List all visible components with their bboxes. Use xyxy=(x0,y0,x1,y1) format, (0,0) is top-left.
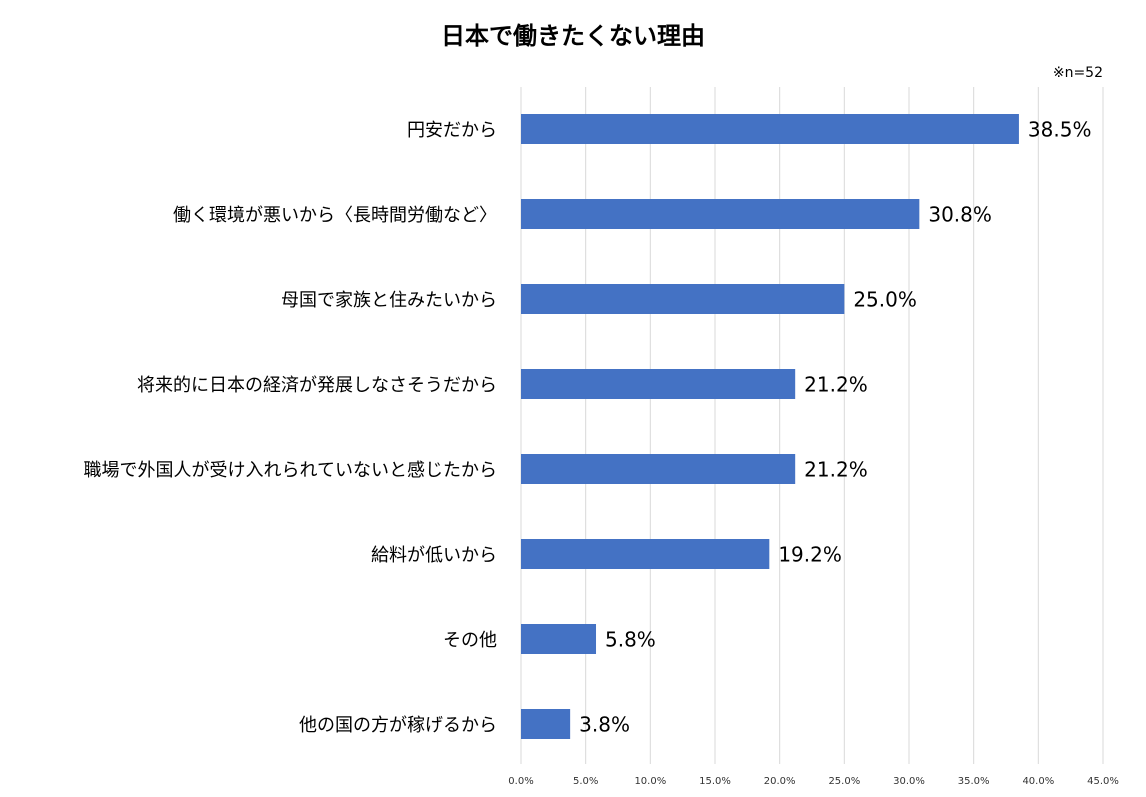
value-label: 21.2% xyxy=(804,373,868,397)
x-tick-label: 40.0% xyxy=(1022,776,1054,787)
x-tick-label: 20.0% xyxy=(764,776,796,787)
category-label: 働く環境が悪いから〈長時間労働など〉 xyxy=(173,205,497,226)
value-label: 30.8% xyxy=(928,203,992,227)
category-labels: 円安だから働く環境が悪いから〈長時間労働など〉母国で家族と住みたいから将来的に日… xyxy=(84,120,497,736)
x-tick-label: 25.0% xyxy=(828,776,860,787)
bar xyxy=(521,454,796,484)
value-label: 3.8% xyxy=(579,713,630,737)
category-label: 将来的に日本の経済が発展しなさそうだから xyxy=(137,375,497,396)
grid-lines xyxy=(520,87,1104,764)
x-tick-label: 0.0% xyxy=(508,776,533,787)
bar xyxy=(521,114,1019,144)
bar xyxy=(521,369,796,399)
value-labels: 38.5% 30.8% 25.0% 21.2% 21.2% 19.2% 5.8% 3.8% xyxy=(579,118,1091,737)
category-label: 母国で家族と住みたいから xyxy=(281,290,497,311)
bar xyxy=(521,709,571,739)
value-label: 38.5% xyxy=(1028,118,1092,142)
x-axis-ticks: 0.0% 5.0% 10.0% 15.0% 20.0% 25.0% 30.0% 35.0% 40… xyxy=(508,776,1119,787)
value-label: 21.2% xyxy=(804,458,868,482)
bar xyxy=(521,199,920,229)
category-label: その他 xyxy=(443,630,497,651)
bar xyxy=(521,624,597,654)
x-tick-label: 30.0% xyxy=(893,776,925,787)
bars-group xyxy=(521,114,1019,739)
x-tick-label: 5.0% xyxy=(573,776,598,787)
value-label: 25.0% xyxy=(853,288,917,312)
category-label: 他の国の方が稼げるから xyxy=(299,715,497,736)
x-tick-label: 35.0% xyxy=(958,776,990,787)
value-label: 5.8% xyxy=(605,628,656,652)
category-label: 給料が低いから xyxy=(371,545,497,566)
value-label: 19.2% xyxy=(778,543,842,567)
chart-title: 日本で働きたくない理由 xyxy=(441,22,705,50)
sample-size-note: ※n=52 xyxy=(1053,65,1103,81)
bar xyxy=(521,539,770,569)
x-tick-label: 45.0% xyxy=(1087,776,1119,787)
bar xyxy=(521,284,845,314)
category-label: 円安だから xyxy=(407,120,497,141)
x-tick-label: 10.0% xyxy=(634,776,666,787)
category-label: 職場で外国人が受け入れられていないと感じたから xyxy=(84,460,497,481)
x-tick-label: 15.0% xyxy=(699,776,731,787)
